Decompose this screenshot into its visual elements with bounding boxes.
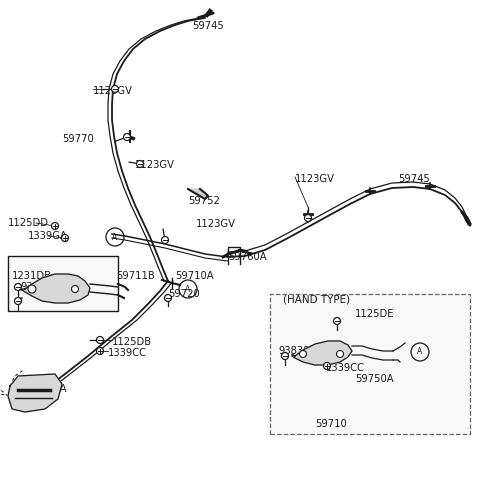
Circle shape: [61, 235, 69, 242]
Text: 1339CC: 1339CC: [108, 348, 147, 358]
Circle shape: [300, 351, 307, 358]
Text: 1125DD: 1125DD: [8, 218, 49, 228]
Text: A: A: [112, 233, 118, 242]
Circle shape: [96, 336, 104, 343]
Circle shape: [96, 347, 104, 355]
Text: 59745: 59745: [192, 21, 224, 31]
Circle shape: [123, 133, 131, 140]
Circle shape: [14, 284, 22, 290]
Text: 1123GV: 1123GV: [295, 174, 335, 184]
Circle shape: [281, 353, 288, 360]
Circle shape: [28, 285, 36, 293]
Text: 1123GV: 1123GV: [196, 219, 236, 229]
Text: 59750A: 59750A: [28, 384, 67, 394]
Circle shape: [334, 318, 340, 325]
Circle shape: [165, 294, 171, 301]
Text: (HAND TYPE): (HAND TYPE): [283, 294, 350, 304]
Text: 59720: 59720: [168, 289, 200, 299]
Text: 93830: 93830: [278, 346, 310, 356]
Polygon shape: [22, 274, 90, 303]
Text: 59760A: 59760A: [228, 252, 266, 262]
Text: 1339GA: 1339GA: [28, 231, 68, 241]
Text: 59710: 59710: [315, 419, 347, 429]
Text: 1125DB: 1125DB: [112, 337, 152, 347]
Polygon shape: [292, 341, 352, 365]
Bar: [270, 294, 470, 434]
Circle shape: [336, 351, 344, 358]
Circle shape: [111, 85, 119, 92]
Text: 93830: 93830: [20, 282, 51, 292]
Text: 1123GV: 1123GV: [135, 160, 175, 170]
Polygon shape: [8, 374, 62, 412]
Circle shape: [324, 363, 331, 370]
Text: 1231DB: 1231DB: [12, 271, 52, 281]
Text: 1339CC: 1339CC: [326, 363, 365, 373]
Circle shape: [72, 286, 79, 292]
Polygon shape: [188, 189, 208, 199]
Circle shape: [51, 222, 59, 230]
Circle shape: [161, 237, 168, 244]
Text: 59752: 59752: [188, 196, 220, 206]
Text: 1125DE: 1125DE: [355, 309, 395, 319]
Text: A: A: [418, 347, 422, 357]
Text: 59745: 59745: [398, 174, 430, 184]
Text: 59770: 59770: [62, 134, 94, 144]
Text: 59710A: 59710A: [175, 271, 214, 281]
Text: 59750A: 59750A: [355, 374, 394, 384]
Circle shape: [304, 214, 312, 221]
Bar: [8, 256, 118, 311]
Text: 59711B: 59711B: [116, 271, 155, 281]
Text: 1123GV: 1123GV: [93, 86, 133, 96]
Circle shape: [14, 297, 22, 304]
Circle shape: [136, 161, 144, 167]
Text: A: A: [185, 285, 191, 293]
